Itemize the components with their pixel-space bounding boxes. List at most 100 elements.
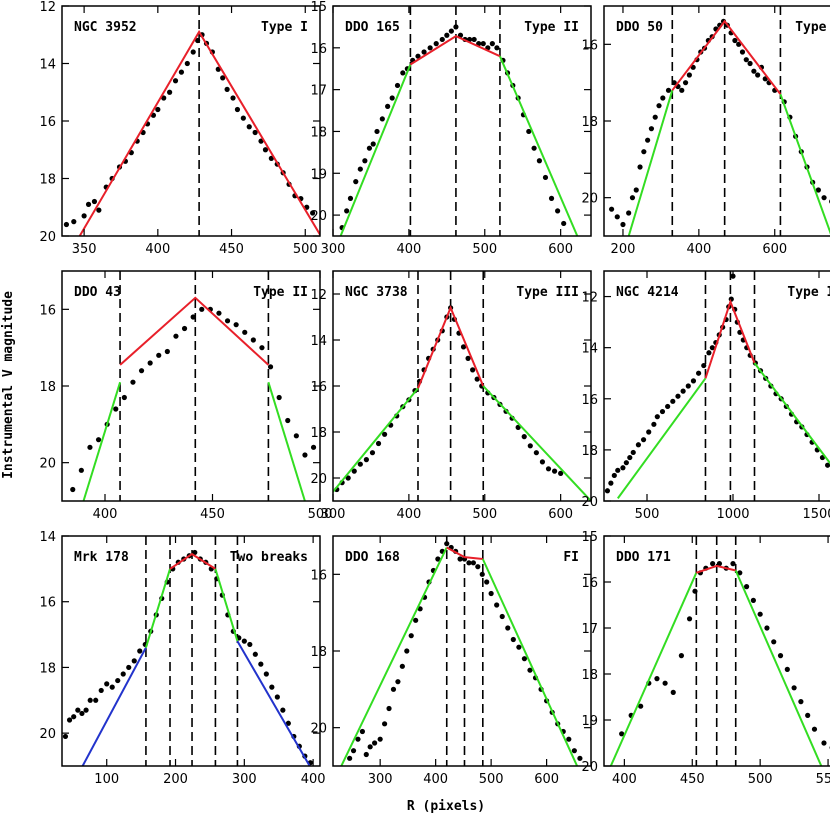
- x-tick-label: 200: [611, 242, 636, 257]
- data-point: [737, 570, 743, 576]
- y-tick-label: 14: [581, 342, 598, 357]
- panel-name: DDO 43: [74, 285, 121, 300]
- y-tick-label: 20: [39, 230, 56, 245]
- x-tick-label: 500: [748, 772, 773, 787]
- data-point: [138, 368, 145, 374]
- data-point: [470, 560, 476, 566]
- y-tick-label: 14: [39, 58, 56, 73]
- y-tick-label: 14: [310, 334, 327, 349]
- fit-line: [481, 558, 579, 766]
- panel: 500 1000 1500 12 14 16 18 20 NGC 4214 Type III: [581, 270, 830, 522]
- panel-frame: [61, 270, 321, 502]
- x-tick-label: 500: [479, 772, 504, 787]
- x-tick-label: 400: [423, 772, 448, 787]
- data-point: [178, 69, 185, 75]
- panel-frame: [61, 535, 321, 767]
- data-point: [539, 459, 546, 465]
- y-tick-label: 16: [581, 393, 598, 408]
- data-point: [499, 613, 505, 620]
- y-tick-label: 19: [310, 167, 327, 182]
- y-tick-label: 19: [581, 714, 598, 729]
- fit-line: [417, 305, 485, 389]
- data-point: [635, 442, 642, 448]
- fit-line: [482, 385, 591, 501]
- data-point: [686, 616, 693, 622]
- data-point: [675, 393, 681, 399]
- x-tick-label: 500: [472, 242, 497, 257]
- fit-line: [671, 19, 782, 95]
- y-tick-label: 15: [310, 0, 327, 15]
- data-point: [386, 705, 392, 712]
- panel-name: Mrk 178: [74, 550, 129, 565]
- fit-line: [627, 90, 674, 236]
- data-point: [199, 306, 205, 312]
- data-point: [258, 661, 264, 667]
- data-point: [167, 89, 173, 95]
- data-point: [755, 72, 761, 78]
- data-point: [474, 376, 480, 382]
- fit-line: [498, 55, 579, 236]
- data-point: [109, 684, 115, 690]
- data-point: [757, 611, 763, 617]
- data-point: [433, 41, 439, 47]
- data-point: [241, 638, 247, 644]
- data-point: [413, 617, 419, 623]
- data-point: [415, 53, 421, 59]
- data-point: [791, 685, 797, 691]
- data-point: [247, 641, 253, 648]
- x-tick-label: 600: [548, 507, 573, 522]
- fit-line: [446, 546, 483, 560]
- data-point: [70, 486, 76, 493]
- panel-name: DDO 165: [345, 20, 400, 35]
- data-point: [679, 87, 685, 93]
- data-point: [93, 697, 99, 703]
- data-point: [173, 333, 179, 339]
- data-point: [665, 87, 672, 93]
- data-point: [372, 740, 378, 746]
- panel-name: DDO 50: [616, 20, 663, 35]
- x-tick-label: 600: [534, 772, 559, 787]
- plot-area: [340, 536, 583, 766]
- data-point: [494, 45, 500, 51]
- plot-area: [70, 271, 317, 501]
- x-tick-label: 500: [293, 242, 318, 257]
- data-point: [164, 348, 170, 355]
- data-point: [558, 470, 564, 476]
- data-point: [216, 310, 222, 316]
- panel: 300 400 500 600 15 16 17 18 19 20 DDO 165 Type II: [310, 0, 592, 257]
- data-point: [652, 114, 658, 120]
- x-tick-label: 450: [219, 242, 244, 257]
- data-point: [382, 721, 388, 727]
- data-point: [104, 681, 110, 687]
- data-point: [645, 137, 651, 143]
- data-point: [246, 124, 252, 130]
- data-point: [620, 465, 626, 471]
- panel-frame: [603, 535, 830, 767]
- x-tick-label: 600: [762, 242, 787, 257]
- data-point: [147, 360, 153, 366]
- data-point: [654, 414, 660, 420]
- data-point: [444, 32, 450, 38]
- y-tick-label: 12: [581, 291, 598, 306]
- data-point: [709, 345, 715, 351]
- data-point: [355, 736, 361, 742]
- y-tick-label: 16: [581, 576, 598, 591]
- data-point: [654, 676, 660, 682]
- panel-type: Type III: [787, 285, 830, 300]
- y-tick-label: 18: [39, 380, 56, 395]
- data-point: [608, 480, 614, 486]
- data-point: [408, 633, 414, 639]
- data-point: [385, 103, 391, 109]
- data-point: [233, 322, 239, 328]
- plot-area: [604, 271, 830, 501]
- data-point: [466, 560, 472, 566]
- data-point: [172, 78, 179, 84]
- panel: 300 400 500 600 16 18 20 DDO 168 FI: [310, 535, 592, 787]
- data-point: [350, 748, 357, 754]
- data-point: [686, 72, 692, 78]
- data-point: [379, 116, 385, 122]
- fit-line: [779, 93, 830, 235]
- data-point: [87, 444, 93, 450]
- data-point: [750, 597, 756, 604]
- data-point: [220, 75, 226, 81]
